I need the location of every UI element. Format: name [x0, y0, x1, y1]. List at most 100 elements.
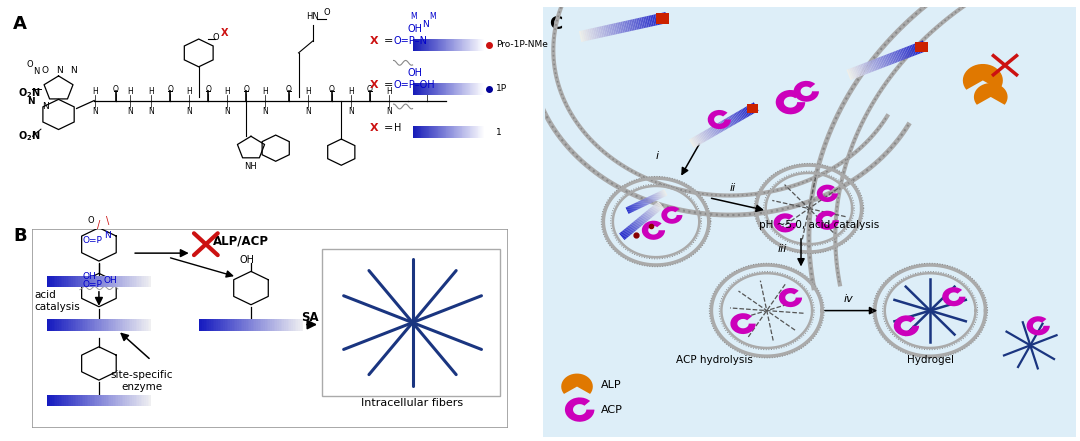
- Polygon shape: [974, 83, 1008, 105]
- Bar: [52, 276, 54, 287]
- Bar: [55, 319, 57, 331]
- Bar: [104, 319, 106, 331]
- Text: O: O: [167, 85, 173, 94]
- Text: 1: 1: [496, 128, 501, 137]
- Bar: [135, 319, 137, 331]
- Bar: [149, 395, 151, 406]
- Bar: [77, 395, 78, 406]
- Bar: [202, 319, 204, 331]
- Text: =: =: [384, 80, 393, 90]
- Bar: [85, 276, 86, 287]
- Text: N: N: [422, 20, 429, 29]
- Bar: [78, 319, 80, 331]
- Bar: [97, 319, 99, 331]
- Bar: [134, 276, 135, 287]
- Bar: [72, 395, 75, 406]
- Bar: [126, 319, 129, 331]
- Text: OH: OH: [408, 68, 422, 78]
- Text: O: O: [367, 85, 373, 94]
- Bar: [68, 319, 69, 331]
- Bar: [46, 276, 49, 287]
- Bar: [114, 395, 117, 406]
- Text: X: X: [369, 123, 378, 133]
- Bar: [113, 319, 114, 331]
- Text: N: N: [225, 107, 230, 116]
- Bar: [204, 319, 205, 331]
- Bar: [215, 319, 216, 331]
- Bar: [55, 395, 57, 406]
- Bar: [77, 319, 78, 331]
- Bar: [60, 319, 63, 331]
- Text: N: N: [306, 107, 311, 116]
- Bar: [249, 319, 251, 331]
- Bar: [60, 395, 63, 406]
- Text: Hydrogel: Hydrogel: [906, 355, 954, 365]
- Bar: [228, 319, 230, 331]
- Text: N: N: [148, 107, 154, 116]
- Bar: [134, 319, 135, 331]
- Bar: [205, 319, 207, 331]
- Bar: [89, 276, 91, 287]
- Bar: [113, 276, 114, 287]
- Bar: [213, 319, 215, 331]
- Bar: [95, 395, 97, 406]
- Bar: [131, 319, 132, 331]
- Bar: [287, 319, 289, 331]
- Bar: [71, 395, 72, 406]
- Bar: [129, 276, 131, 287]
- Bar: [108, 395, 109, 406]
- Bar: [64, 395, 66, 406]
- Text: H: H: [148, 87, 154, 96]
- Bar: [247, 319, 249, 331]
- Text: N: N: [56, 66, 63, 75]
- Bar: [224, 319, 225, 331]
- Text: H: H: [127, 87, 133, 96]
- Bar: [100, 276, 103, 287]
- Text: N: N: [386, 107, 392, 116]
- Bar: [49, 276, 50, 287]
- Bar: [83, 276, 85, 287]
- Bar: [211, 319, 213, 331]
- Text: H: H: [92, 87, 98, 96]
- Bar: [235, 319, 237, 331]
- Text: HN: HN: [307, 12, 320, 21]
- Bar: [289, 319, 292, 331]
- Bar: [111, 319, 113, 331]
- Bar: [92, 276, 94, 287]
- Polygon shape: [562, 374, 593, 394]
- Bar: [63, 276, 64, 287]
- Bar: [201, 319, 202, 331]
- Bar: [95, 276, 97, 287]
- Bar: [94, 319, 95, 331]
- Bar: [131, 395, 132, 406]
- Text: site-specific
enzyme: site-specific enzyme: [110, 370, 173, 392]
- Bar: [75, 319, 77, 331]
- Wedge shape: [794, 81, 819, 102]
- Bar: [111, 395, 113, 406]
- Text: ALP: ALP: [600, 380, 621, 390]
- Wedge shape: [779, 288, 802, 307]
- Text: O: O: [324, 8, 330, 17]
- Bar: [241, 319, 242, 331]
- Text: OH: OH: [104, 276, 118, 284]
- Bar: [66, 395, 68, 406]
- Bar: [135, 276, 137, 287]
- Text: O: O: [87, 216, 94, 225]
- Polygon shape: [962, 64, 1003, 90]
- Bar: [143, 276, 145, 287]
- Bar: [148, 395, 149, 406]
- Bar: [86, 395, 89, 406]
- Bar: [100, 319, 103, 331]
- Bar: [118, 276, 120, 287]
- Bar: [137, 319, 139, 331]
- Bar: [296, 319, 298, 331]
- Text: N: N: [348, 107, 353, 116]
- Bar: [100, 395, 103, 406]
- Text: OH: OH: [82, 272, 96, 280]
- Text: pH ~5.0, acid catalysis: pH ~5.0, acid catalysis: [759, 220, 879, 230]
- Text: ACP hydrolysis: ACP hydrolysis: [676, 355, 753, 365]
- Bar: [239, 319, 241, 331]
- Bar: [66, 319, 68, 331]
- Bar: [123, 319, 125, 331]
- Bar: [63, 319, 64, 331]
